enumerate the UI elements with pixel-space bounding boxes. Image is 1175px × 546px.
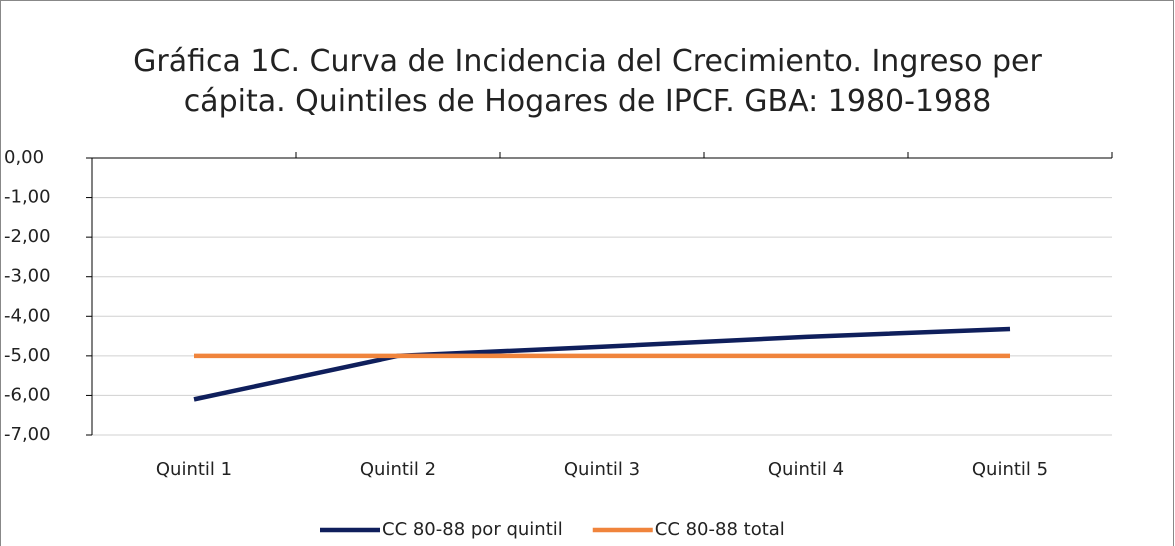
y-tick-label: -4,00 (4, 305, 51, 326)
y-tick-label: -6,00 (4, 384, 51, 405)
legend-label: CC 80-88 total (655, 519, 785, 540)
y-tick-label: -7,00 (4, 424, 51, 445)
x-tick-label: Quintil 5 (972, 459, 1048, 480)
y-tick-label: -5,00 (4, 345, 51, 366)
y-tick-label: -2,00 (4, 226, 51, 247)
legend-label: CC 80-88 por quintil (382, 519, 563, 540)
x-tick-label: Quintil 3 (564, 459, 640, 480)
y-tick-label: -3,00 (4, 266, 51, 287)
x-tick-label: Quintil 4 (768, 459, 844, 480)
y-tick-label: -1,00 (4, 187, 51, 208)
x-tick-label: Quintil 2 (360, 459, 436, 480)
y-tick-label: 0,00 (4, 147, 44, 168)
chart-title: Gráfica 1C. Curva de Incidencia del Crec… (133, 44, 1042, 119)
x-tick-label: Quintil 1 (156, 459, 232, 480)
series-line (193, 326, 1011, 402)
